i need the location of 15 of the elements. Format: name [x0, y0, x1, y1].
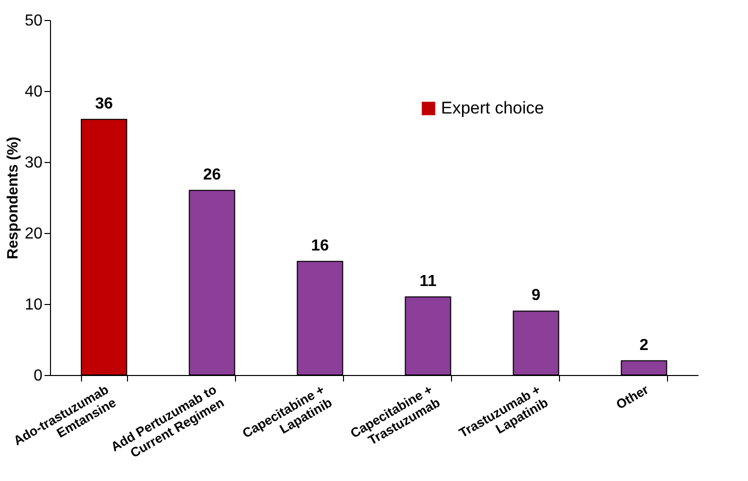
y-tick-label: 10	[24, 296, 43, 314]
data-label: 11	[420, 272, 437, 290]
y-tick-label: 20	[24, 226, 43, 242]
data-label: 16	[311, 237, 329, 254]
data-label: 9	[532, 287, 541, 304]
data-label: 2	[640, 336, 649, 354]
y-tick-label: 30	[24, 154, 43, 172]
x-tick-label: Other	[613, 382, 651, 412]
data-label: 36	[95, 95, 113, 112]
y-axis-title: Respondents (%)	[4, 136, 22, 260]
y-tick-label: 0	[34, 368, 43, 384]
legend-label: Expert choice	[441, 98, 544, 118]
y-tick-label: 50	[24, 12, 43, 30]
y-tick-label: 40	[24, 84, 43, 100]
data-label: 26	[203, 166, 221, 184]
